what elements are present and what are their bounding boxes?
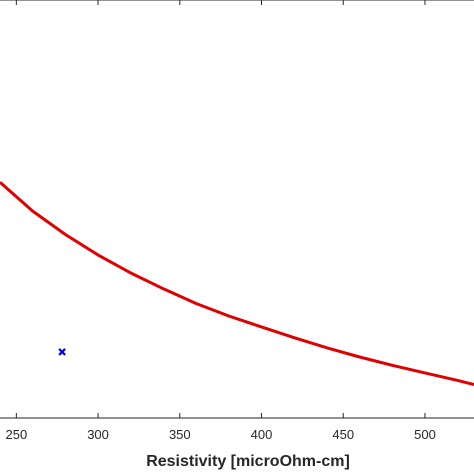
x-axis-title: Resistivity [microOhm-cm]	[146, 453, 350, 470]
x-tick-label: 250	[5, 427, 27, 442]
scatter-marker-stroke	[58, 348, 66, 356]
plot-frame	[0, 0, 474, 419]
x-ticks	[15, 0, 426, 418]
x-tick-label: 500	[414, 427, 436, 442]
x-tick-label: 400	[251, 427, 273, 442]
x-tick-labels: 250 300 350 400 450 500	[5, 427, 435, 442]
x-tick-label: 300	[87, 427, 109, 442]
scatter-point	[58, 348, 66, 356]
x-tick-label: 450	[332, 427, 354, 442]
x-tick-label: 350	[169, 427, 191, 442]
series-layer	[0, 181, 474, 387]
series-line	[0, 181, 474, 387]
